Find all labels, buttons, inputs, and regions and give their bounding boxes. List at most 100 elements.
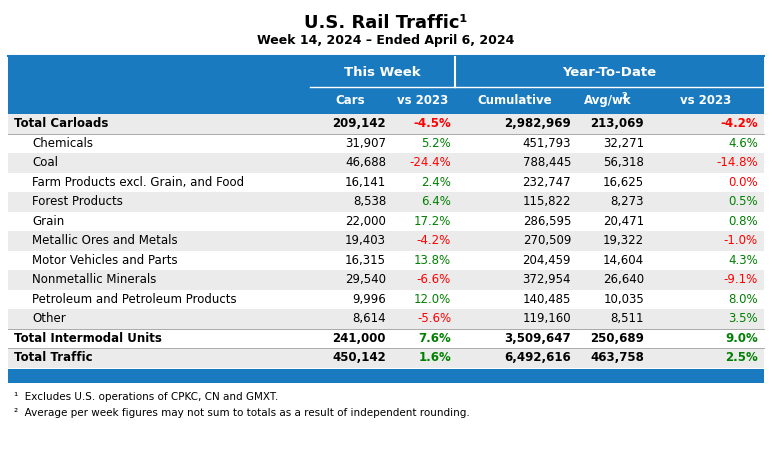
- Text: 8.0%: 8.0%: [728, 293, 758, 306]
- Text: Metallic Ores and Metals: Metallic Ores and Metals: [32, 234, 178, 247]
- Text: 31,907: 31,907: [345, 137, 386, 150]
- Text: 22,000: 22,000: [345, 215, 386, 228]
- Text: -4.2%: -4.2%: [417, 234, 451, 247]
- Text: 10,035: 10,035: [603, 293, 644, 306]
- Text: 9,996: 9,996: [352, 293, 386, 306]
- Text: Total Carloads: Total Carloads: [14, 117, 108, 130]
- Bar: [8, 270, 764, 290]
- Text: 19,322: 19,322: [603, 234, 644, 247]
- Text: 14,604: 14,604: [603, 254, 644, 267]
- Text: Motor Vehicles and Parts: Motor Vehicles and Parts: [32, 254, 178, 267]
- Text: -1.0%: -1.0%: [724, 234, 758, 247]
- Bar: [8, 192, 764, 212]
- Text: 4.6%: 4.6%: [728, 137, 758, 150]
- Text: 46,688: 46,688: [345, 156, 386, 169]
- Bar: [8, 348, 764, 367]
- Text: ²  Average per week figures may not sum to totals as a result of independent rou: ² Average per week figures may not sum t…: [14, 409, 469, 418]
- Bar: [8, 309, 764, 329]
- Bar: [8, 173, 764, 192]
- Text: 5.2%: 5.2%: [422, 137, 451, 150]
- Bar: [8, 231, 764, 250]
- Text: 209,142: 209,142: [333, 117, 386, 130]
- Bar: [8, 290, 764, 309]
- Text: 119,160: 119,160: [523, 312, 571, 325]
- Text: 16,141: 16,141: [345, 176, 386, 189]
- Text: 140,485: 140,485: [523, 293, 571, 306]
- Text: 1.6%: 1.6%: [418, 351, 451, 364]
- Text: 6.4%: 6.4%: [421, 195, 451, 208]
- Text: 2: 2: [621, 92, 628, 101]
- Text: 286,595: 286,595: [523, 215, 571, 228]
- Bar: [8, 368, 764, 382]
- Text: 241,000: 241,000: [333, 332, 386, 345]
- Text: 0.0%: 0.0%: [728, 176, 758, 189]
- Text: 17.2%: 17.2%: [414, 215, 451, 228]
- Text: 29,540: 29,540: [345, 273, 386, 286]
- Text: 2.4%: 2.4%: [421, 176, 451, 189]
- Text: 0.5%: 0.5%: [728, 195, 758, 208]
- Text: 450,142: 450,142: [332, 351, 386, 364]
- Text: Avg/wk: Avg/wk: [584, 94, 631, 107]
- Text: Cumulative: Cumulative: [478, 94, 552, 107]
- Text: Farm Products excl. Grain, and Food: Farm Products excl. Grain, and Food: [32, 176, 244, 189]
- Text: 270,509: 270,509: [523, 234, 571, 247]
- Text: 19,403: 19,403: [345, 234, 386, 247]
- Text: Grain: Grain: [32, 215, 64, 228]
- Text: 26,640: 26,640: [603, 273, 644, 286]
- Text: 13.8%: 13.8%: [414, 254, 451, 267]
- Bar: [8, 57, 764, 114]
- Text: Week 14, 2024 – Ended April 6, 2024: Week 14, 2024 – Ended April 6, 2024: [257, 34, 515, 47]
- Text: 788,445: 788,445: [523, 156, 571, 169]
- Text: Total Traffic: Total Traffic: [14, 351, 93, 364]
- Bar: [8, 114, 764, 133]
- Text: Total Intermodal Units: Total Intermodal Units: [14, 332, 162, 345]
- Text: 32,271: 32,271: [603, 137, 644, 150]
- Text: vs 2023: vs 2023: [680, 94, 732, 107]
- Text: 232,747: 232,747: [523, 176, 571, 189]
- Text: 115,822: 115,822: [523, 195, 571, 208]
- Text: U.S. Rail Traffic¹: U.S. Rail Traffic¹: [304, 14, 468, 32]
- Text: -24.4%: -24.4%: [409, 156, 451, 169]
- Text: 204,459: 204,459: [523, 254, 571, 267]
- Text: 56,318: 56,318: [603, 156, 644, 169]
- Text: 463,758: 463,758: [590, 351, 644, 364]
- Text: 250,689: 250,689: [590, 332, 644, 345]
- Bar: [8, 133, 764, 153]
- Text: vs 2023: vs 2023: [397, 94, 448, 107]
- Text: 8,511: 8,511: [611, 312, 644, 325]
- Text: 20,471: 20,471: [603, 215, 644, 228]
- Text: 2.5%: 2.5%: [725, 351, 758, 364]
- Text: 0.8%: 0.8%: [728, 215, 758, 228]
- Bar: [8, 153, 764, 173]
- Text: 9.0%: 9.0%: [725, 332, 758, 345]
- Text: Other: Other: [32, 312, 66, 325]
- Text: 3.5%: 3.5%: [728, 312, 758, 325]
- Text: Cars: Cars: [335, 94, 365, 107]
- Text: ¹  Excludes U.S. operations of CPKC, CN and GMXT.: ¹ Excludes U.S. operations of CPKC, CN a…: [14, 393, 278, 402]
- Text: -9.1%: -9.1%: [724, 273, 758, 286]
- Text: 8,273: 8,273: [611, 195, 644, 208]
- Text: 8,538: 8,538: [353, 195, 386, 208]
- Text: Forest Products: Forest Products: [32, 195, 123, 208]
- Bar: [8, 250, 764, 270]
- Text: 213,069: 213,069: [591, 117, 644, 130]
- Text: This Week: This Week: [344, 66, 421, 79]
- Text: -4.5%: -4.5%: [413, 117, 451, 130]
- Bar: [8, 329, 764, 348]
- Text: -6.6%: -6.6%: [417, 273, 451, 286]
- Text: 16,315: 16,315: [345, 254, 386, 267]
- Text: Nonmetallic Minerals: Nonmetallic Minerals: [32, 273, 157, 286]
- Text: 4.3%: 4.3%: [728, 254, 758, 267]
- Text: Chemicals: Chemicals: [32, 137, 93, 150]
- Text: 6,492,616: 6,492,616: [504, 351, 571, 364]
- Text: -5.6%: -5.6%: [417, 312, 451, 325]
- Text: Year-To-Date: Year-To-Date: [563, 66, 656, 79]
- Text: 7.6%: 7.6%: [418, 332, 451, 345]
- Text: 16,625: 16,625: [603, 176, 644, 189]
- Text: 2,982,969: 2,982,969: [504, 117, 571, 130]
- Bar: [8, 212, 764, 231]
- Text: 451,793: 451,793: [523, 137, 571, 150]
- Text: 12.0%: 12.0%: [414, 293, 451, 306]
- Text: 8,614: 8,614: [352, 312, 386, 325]
- Text: 372,954: 372,954: [523, 273, 571, 286]
